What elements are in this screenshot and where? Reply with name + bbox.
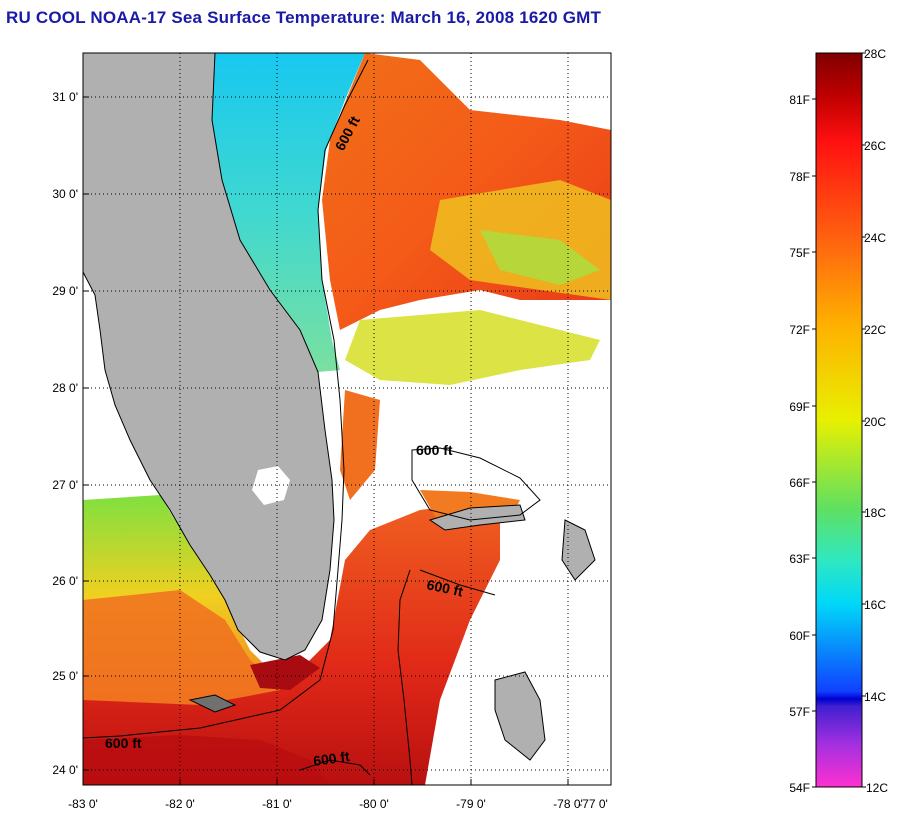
lat-tick-label: 26 0' [52, 574, 78, 588]
lat-tick-label: 30 0' [52, 187, 78, 201]
isobath-label: 600 ft [425, 576, 464, 599]
coastal-cold-water [212, 53, 365, 372]
isobath-bahama-channel [397, 569, 413, 785]
lon-tick-label: -81 0' [262, 797, 292, 811]
straits-warm-water [83, 500, 500, 785]
lon-tick-label: -83 0' [68, 797, 98, 811]
middle-orange-water [340, 390, 380, 500]
central-yellow-band [345, 310, 600, 385]
abaco-land [561, 519, 596, 581]
atlantic-green-water [480, 230, 600, 285]
map-frame [82, 52, 612, 786]
keys-land [188, 694, 237, 713]
lon-tick-label: -78 0' [553, 797, 583, 811]
lat-tick-label: 29 0' [52, 284, 78, 298]
andros-land [494, 671, 546, 761]
lat-tick-label: 27 0' [52, 478, 78, 492]
isobath-label: 600 ft [416, 442, 453, 458]
latitude-labels: 31 0' 30 0' 29 0' 28 0' 27 0' 26 0' 25 0… [52, 90, 78, 777]
longitude-labels: -83 0' -82 0' -81 0' -80 0' -79 0' -78 0… [68, 797, 608, 811]
grand-bahama-land [428, 504, 526, 531]
lon-tick-label: -82 0' [165, 797, 195, 811]
lon-tick-label: -79 0' [456, 797, 486, 811]
tick-marks [83, 96, 569, 785]
florida-land [83, 53, 335, 661]
isobath-east-florida [83, 59, 369, 739]
lat-tick-label: 24 0' [52, 763, 78, 777]
lon-tick-label: -80 0' [359, 797, 389, 811]
straits-hot-water [83, 735, 330, 785]
isobath-lines [83, 59, 541, 785]
isobath-bahamas [411, 447, 541, 521]
graticule [82, 53, 611, 785]
lat-tick-label: 25 0' [52, 669, 78, 683]
lon-tick-label: -77 0' [578, 797, 608, 811]
lat-tick-label: 28 0' [52, 381, 78, 395]
keys-hot-water [250, 655, 320, 690]
isobath-south [299, 759, 371, 776]
isobath-label: 600 ft [312, 748, 351, 769]
map-image [83, 53, 611, 785]
lat-tick-label: 31 0' [52, 90, 78, 104]
isobath-east-channel [419, 569, 496, 596]
isobath-label: 600 ft [105, 735, 142, 751]
map-title: RU COOL NOAA-17 Sea Surface Temperature:… [6, 8, 602, 27]
